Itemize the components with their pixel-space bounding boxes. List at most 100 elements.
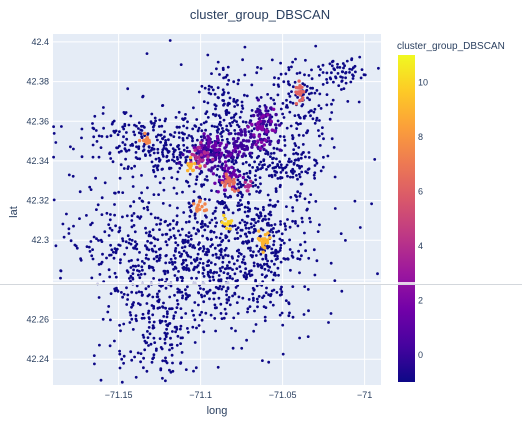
data-point[interactable]	[176, 206, 179, 210]
data-point[interactable]	[242, 144, 246, 148]
data-point[interactable]	[286, 174, 289, 178]
data-point[interactable]	[201, 158, 205, 162]
data-point[interactable]	[333, 207, 337, 210]
data-point[interactable]	[180, 262, 184, 266]
data-point[interactable]	[272, 83, 276, 86]
data-point[interactable]	[233, 272, 237, 276]
data-point[interactable]	[62, 235, 66, 239]
data-point[interactable]	[206, 178, 209, 182]
data-point[interactable]	[122, 354, 126, 358]
data-point[interactable]	[225, 124, 229, 128]
data-point[interactable]	[377, 66, 380, 70]
data-point[interactable]	[113, 191, 116, 195]
data-point[interactable]	[224, 109, 228, 113]
data-point[interactable]	[206, 155, 210, 159]
data-point[interactable]	[321, 71, 325, 74]
data-point[interactable]	[201, 249, 205, 253]
data-point[interactable]	[236, 226, 240, 230]
data-point[interactable]	[184, 258, 188, 262]
data-point[interactable]	[226, 287, 230, 291]
data-point[interactable]	[286, 257, 290, 261]
data-point[interactable]	[252, 127, 256, 131]
data-point[interactable]	[250, 129, 254, 133]
data-point[interactable]	[121, 237, 124, 241]
data-point[interactable]	[263, 319, 267, 323]
data-point[interactable]	[260, 266, 264, 270]
data-point[interactable]	[218, 116, 222, 120]
data-point[interactable]	[91, 143, 95, 147]
data-point[interactable]	[266, 113, 270, 117]
data-point[interactable]	[105, 211, 109, 215]
data-point[interactable]	[305, 85, 309, 88]
data-point[interactable]	[149, 212, 153, 216]
data-point[interactable]	[173, 236, 177, 240]
data-point[interactable]	[265, 286, 268, 290]
data-point[interactable]	[187, 184, 191, 188]
data-point[interactable]	[185, 146, 189, 150]
data-point[interactable]	[236, 193, 240, 197]
data-point[interactable]	[172, 155, 176, 159]
data-point[interactable]	[293, 170, 296, 173]
data-point[interactable]	[259, 96, 263, 99]
data-point[interactable]	[135, 145, 138, 149]
data-point[interactable]	[164, 306, 168, 310]
data-point[interactable]	[207, 264, 211, 267]
data-point[interactable]	[291, 285, 295, 288]
data-point[interactable]	[259, 211, 262, 215]
data-point[interactable]	[133, 230, 137, 234]
data-point[interactable]	[234, 286, 238, 289]
data-point[interactable]	[277, 273, 280, 277]
data-point[interactable]	[298, 172, 301, 176]
data-point[interactable]	[294, 221, 297, 225]
data-point[interactable]	[189, 234, 193, 238]
data-point[interactable]	[121, 191, 125, 195]
data-point[interactable]	[192, 313, 196, 317]
data-point[interactable]	[157, 247, 161, 251]
data-point[interactable]	[184, 368, 188, 371]
data-point[interactable]	[131, 277, 135, 281]
data-point[interactable]	[143, 348, 147, 352]
data-point[interactable]	[162, 188, 166, 192]
data-point[interactable]	[135, 291, 138, 295]
data-point[interactable]	[139, 273, 143, 276]
data-point[interactable]	[95, 208, 98, 212]
data-point[interactable]	[268, 116, 272, 121]
data-point[interactable]	[209, 245, 213, 248]
data-point[interactable]	[230, 160, 234, 164]
data-point[interactable]	[249, 179, 253, 183]
data-point[interactable]	[230, 326, 233, 330]
data-point[interactable]	[235, 249, 239, 253]
data-point[interactable]	[137, 290, 141, 294]
data-point[interactable]	[186, 240, 190, 244]
data-point[interactable]	[236, 123, 239, 127]
data-point[interactable]	[295, 127, 299, 130]
data-point[interactable]	[158, 278, 161, 282]
data-point[interactable]	[296, 190, 300, 194]
data-point[interactable]	[118, 244, 122, 247]
data-point[interactable]	[143, 131, 147, 136]
data-point[interactable]	[317, 65, 320, 69]
data-point[interactable]	[269, 119, 273, 124]
data-point[interactable]	[148, 320, 151, 324]
data-point[interactable]	[167, 322, 171, 326]
data-point[interactable]	[139, 352, 143, 355]
data-point[interactable]	[241, 120, 245, 124]
data-point[interactable]	[214, 329, 218, 333]
data-point[interactable]	[128, 238, 132, 241]
data-point[interactable]	[126, 167, 130, 171]
data-point[interactable]	[219, 153, 223, 157]
data-point[interactable]	[149, 120, 153, 124]
data-point[interactable]	[239, 234, 243, 238]
data-point[interactable]	[213, 125, 217, 128]
data-point[interactable]	[182, 258, 185, 262]
data-point[interactable]	[297, 157, 300, 161]
data-point[interactable]	[315, 89, 319, 92]
data-point[interactable]	[238, 265, 242, 269]
data-point[interactable]	[223, 267, 227, 271]
data-point[interactable]	[200, 310, 204, 314]
data-point[interactable]	[288, 311, 291, 315]
data-point[interactable]	[114, 275, 118, 279]
data-point[interactable]	[125, 286, 128, 290]
data-point[interactable]	[249, 274, 252, 278]
data-point[interactable]	[291, 175, 295, 179]
